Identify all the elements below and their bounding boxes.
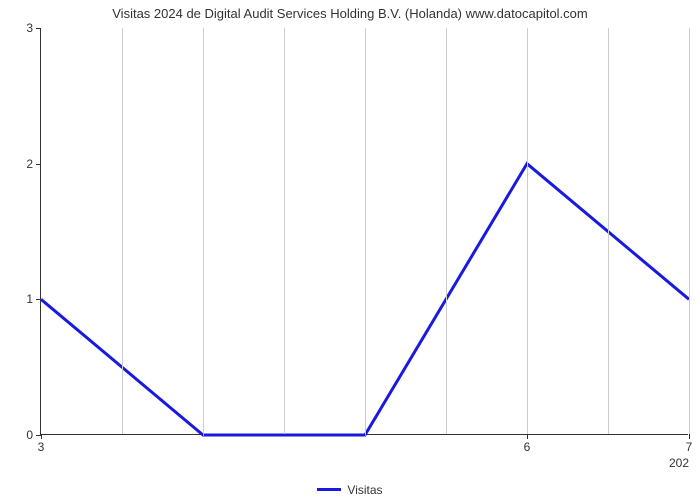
x-extra-label: 202: [669, 434, 689, 470]
x-tick-mark: [41, 434, 42, 439]
legend: Visitas: [0, 478, 700, 497]
legend-label: Visitas: [347, 483, 382, 497]
gridline-v: [608, 28, 609, 434]
gridline-v: [365, 28, 366, 434]
x-minor-tick: [365, 434, 366, 437]
gridline-v: [203, 28, 204, 434]
x-tick-mark: [527, 434, 528, 439]
gridline-v: [527, 28, 528, 434]
gridline-v: [446, 28, 447, 434]
plot-area: 0123367202: [40, 28, 688, 435]
line-chart: Visitas 2024 de Digital Audit Services H…: [0, 0, 700, 500]
legend-item: Visitas: [317, 483, 382, 497]
x-tick-mark: [689, 434, 690, 439]
legend-swatch: [317, 488, 341, 491]
gridline-v: [284, 28, 285, 434]
gridline-v: [689, 28, 690, 434]
y-tick-mark: [36, 28, 41, 29]
x-minor-tick: [203, 434, 204, 437]
gridline-v: [122, 28, 123, 434]
chart-title: Visitas 2024 de Digital Audit Services H…: [0, 6, 700, 21]
y-tick-mark: [36, 164, 41, 165]
y-tick-mark: [36, 299, 41, 300]
